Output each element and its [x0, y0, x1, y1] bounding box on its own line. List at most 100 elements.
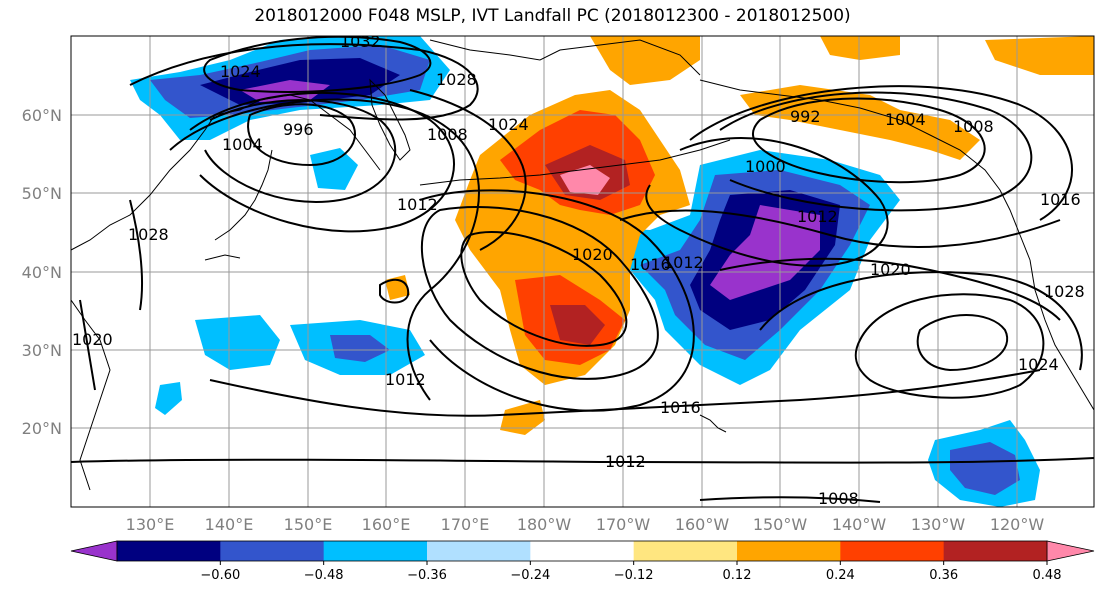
contour-label: 1008 [953, 117, 994, 136]
mslp-contour-1012-band [71, 457, 1094, 464]
lon-tick-label: 150°E [284, 515, 333, 534]
contour-label: 1020 [72, 330, 113, 349]
colorbar-segment [220, 541, 325, 561]
mslp-contour-1008-west [189, 91, 455, 233]
coastline-bering [429, 39, 701, 76]
positive-region-arctic-center [590, 36, 700, 85]
contour-label: 1024 [1018, 355, 1059, 374]
colorbar-tick-label: −0.24 [510, 568, 550, 583]
contour-label: 992 [790, 107, 821, 126]
contour-label: 1016 [660, 398, 701, 417]
contour-label: 1032 [340, 32, 381, 51]
mslp-contour-1020-west [79, 299, 96, 391]
contour-label: 1012 [605, 452, 646, 471]
lon-tick-label: 140°E [205, 515, 254, 534]
colorbar-tick-label: −0.48 [304, 568, 344, 583]
lon-tick-label: 180°W [517, 515, 572, 534]
colorbar-tick-label: −0.60 [200, 568, 240, 583]
contour-label: 1028 [436, 70, 477, 89]
mslp-contour-1028-west [129, 199, 143, 311]
mslp-contour-1028-high-east [916, 314, 1008, 372]
positive-region-small-1 [500, 400, 545, 435]
positive-region-north-pacific-peak [560, 165, 610, 195]
lat-tick-label: 50°N [22, 184, 62, 203]
contour-label: 1012 [663, 253, 704, 272]
colorbar-extend-high [1046, 540, 1095, 562]
colorbar-extend-low [70, 540, 118, 562]
contour-label: 1028 [1044, 282, 1085, 301]
mslp-contour-1012-west [169, 98, 480, 401]
colorbar: −0.60 −0.48 −0.36 −0.24 −0.12 0.12 0.24 0.36 0.4… [70, 540, 1095, 583]
mslp-contour-1016-center [419, 189, 695, 412]
negative-region-30n-west [195, 315, 280, 370]
mslp-contour-1020-east [719, 257, 1061, 321]
mslp-contour-low-1004 [204, 99, 397, 203]
contour-label: 1012 [797, 207, 838, 226]
map-panel: 1032 1024 1028 996 1004 1008 1012 1028 1… [71, 32, 1094, 508]
colorbar-tick-label: −0.36 [407, 568, 447, 583]
colorbar-segment [427, 541, 531, 561]
mslp-contour-1024-north [409, 89, 527, 251]
lon-tick-label: 160°E [362, 515, 411, 534]
coastline-aleutians [419, 139, 731, 186]
mslp-contour-low-996 [247, 103, 356, 167]
lon-tick-label: 120°W [990, 515, 1045, 534]
colorbar-segment [943, 541, 1048, 561]
contour-label: 1012 [385, 370, 426, 389]
positive-region-subtropical-core [550, 305, 605, 345]
longitude-labels: 130°E 140°E 150°E 160°E 170°E 180°W 170°… [126, 515, 1045, 534]
lon-tick-label: 140°W [832, 515, 887, 534]
mslp-contour-1012-east [645, 137, 889, 267]
colorbar-tick-label: 0.48 [1033, 568, 1062, 583]
contour-label: 1024 [488, 115, 529, 134]
contour-label: 1012 [397, 195, 438, 214]
lon-tick-label: 170°W [596, 515, 651, 534]
coastline-hawaii [699, 414, 727, 433]
lat-tick-label: 30°N [22, 341, 62, 360]
colorbar-segment [323, 541, 428, 561]
mslp-contour-1024-high [460, 231, 628, 347]
lon-tick-label: 170°E [441, 515, 490, 534]
mslp-contour-1028-north [129, 43, 479, 121]
coastline-north-america [1029, 259, 1094, 411]
lon-tick-label: 130°W [911, 515, 966, 534]
contour-label: 1008 [427, 125, 468, 144]
mslp-contour-alaska-1004 [719, 91, 1033, 212]
contour-label: 1020 [870, 260, 911, 279]
coastline-alaska [699, 79, 1031, 261]
colorbar-segment [117, 541, 221, 561]
contour-label: 1004 [885, 110, 926, 129]
lat-tick-label: 20°N [22, 419, 62, 438]
mslp-contour-1032 [203, 36, 432, 93]
lon-tick-label: 130°E [126, 515, 175, 534]
colorbar-segment [633, 541, 738, 561]
colorbar-tick-label: 0.24 [826, 568, 855, 583]
positive-region-arctic-east [820, 36, 900, 60]
lon-tick-label: 160°W [675, 515, 730, 534]
map-frame [70, 35, 1095, 508]
map-title: 2018012000 F048 MSLP, IVT Landfall PC (2… [254, 6, 851, 26]
colorbar-tick-label: 0.12 [723, 568, 752, 583]
mslp-contour-alaska-1008 [689, 85, 1074, 221]
negative-region-subtropical-east-inner [950, 442, 1020, 495]
mslp-contour-1012-low-island [379, 278, 410, 304]
negative-region-small-south [155, 382, 182, 415]
contour-label: 1024 [220, 62, 261, 81]
positive-region-ne-corner [985, 36, 1094, 75]
lon-tick-label: 150°W [753, 515, 808, 534]
colorbar-segment [840, 541, 945, 561]
colorbar-segment [737, 541, 841, 561]
colorbar-frame [116, 540, 1048, 562]
mslp-contour-1016-east [619, 209, 1061, 248]
contour-label: 1028 [128, 225, 169, 244]
contour-label: 1016 [630, 255, 671, 274]
negative-region-gulf-peak [710, 205, 820, 300]
contour-label: 1008 [818, 489, 859, 508]
mslp-contour-labels: 1032 1024 1028 996 1004 1008 1012 1028 1… [72, 32, 1085, 508]
colorbar-segment [530, 541, 635, 561]
contour-label: 1016 [1040, 190, 1081, 209]
mslp-contour-1016-band [209, 369, 1041, 417]
lat-tick-label: 40°N [22, 263, 62, 282]
latitude-labels: 60°N 50°N 40°N 30°N 20°N [22, 106, 62, 438]
